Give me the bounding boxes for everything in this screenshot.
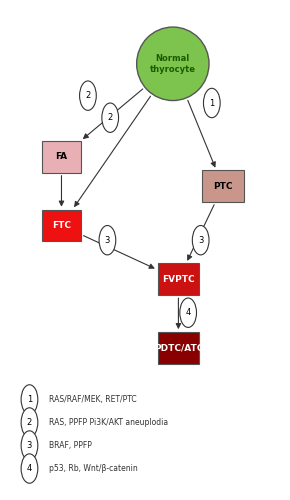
Text: FVPTC: FVPTC — [162, 275, 195, 284]
FancyBboxPatch shape — [42, 141, 81, 173]
Text: RAS, PPFP Pi3K/AKT aneuplodia: RAS, PPFP Pi3K/AKT aneuplodia — [49, 418, 168, 427]
FancyBboxPatch shape — [42, 210, 81, 242]
Ellipse shape — [137, 27, 209, 101]
Text: RAS/RAF/MEK, RET/PTC: RAS/RAF/MEK, RET/PTC — [49, 395, 137, 404]
Text: BRAF, PPFP: BRAF, PPFP — [49, 441, 92, 450]
Text: 2: 2 — [108, 113, 113, 122]
Circle shape — [99, 226, 116, 255]
Circle shape — [192, 226, 209, 255]
FancyBboxPatch shape — [202, 170, 244, 202]
FancyBboxPatch shape — [157, 264, 199, 296]
Circle shape — [21, 385, 38, 414]
Text: FTC: FTC — [52, 221, 71, 230]
Text: PDTC/ATC: PDTC/ATC — [154, 344, 203, 352]
Text: 3: 3 — [27, 441, 32, 450]
Text: 4: 4 — [27, 464, 32, 473]
Circle shape — [21, 408, 38, 437]
Text: 3: 3 — [105, 236, 110, 244]
Circle shape — [180, 298, 197, 328]
Circle shape — [204, 88, 220, 118]
FancyBboxPatch shape — [157, 332, 199, 364]
Text: 2: 2 — [27, 418, 32, 427]
Text: 3: 3 — [198, 236, 203, 244]
Text: 4: 4 — [186, 308, 191, 317]
Text: FA: FA — [55, 152, 68, 162]
Text: Normal
thyrocyte: Normal thyrocyte — [150, 54, 196, 74]
Text: 2: 2 — [85, 91, 90, 100]
Circle shape — [21, 431, 38, 460]
Circle shape — [79, 81, 96, 110]
Circle shape — [21, 454, 38, 483]
Text: PTC: PTC — [213, 182, 233, 191]
Circle shape — [102, 103, 119, 132]
Text: p53, Rb, Wnt/β-catenin: p53, Rb, Wnt/β-catenin — [49, 464, 138, 473]
Text: 1: 1 — [27, 395, 32, 404]
Text: 1: 1 — [209, 98, 214, 108]
